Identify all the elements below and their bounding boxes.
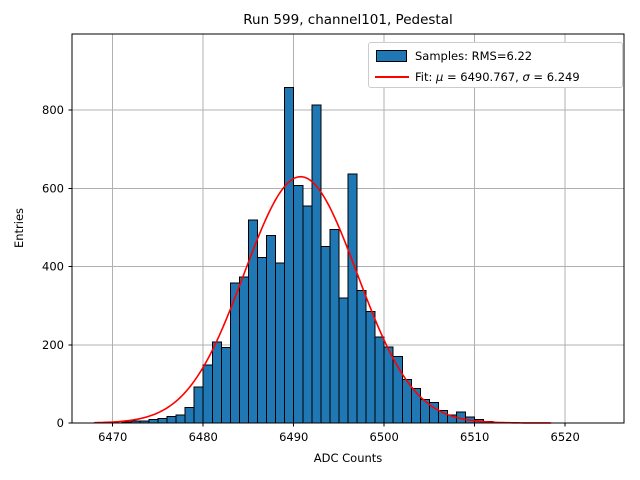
y-tick-label: 200: [42, 338, 64, 352]
legend-samples-swatch-icon: [376, 49, 407, 62]
y-tick-label: 800: [42, 103, 64, 117]
histogram-bar: [166, 416, 177, 424]
x-tick-label: 6480: [189, 430, 218, 444]
x-tick-label: 6500: [370, 430, 399, 444]
histogram-bar: [302, 205, 313, 424]
legend-samples-label: Samples: RMS=6.22: [415, 49, 533, 63]
legend-fit-line-icon: [375, 76, 409, 78]
histogram-bar: [157, 418, 168, 424]
histogram-bar: [329, 228, 340, 424]
histogram-bar: [383, 346, 394, 424]
plot-frame: [71, 33, 625, 424]
y-tick-label: 400: [42, 260, 64, 274]
legend-fit-sigma-symbol: σ: [522, 70, 530, 84]
histogram-bar: [293, 184, 304, 424]
histogram-bar: [338, 297, 349, 424]
legend: Samples: RMS=6.22 Fit: μ = 6490.767, σ =…: [368, 42, 623, 88]
histogram-bar: [220, 347, 231, 424]
histogram-bar: [410, 388, 421, 424]
legend-fit-mu-symbol: μ: [436, 70, 444, 84]
fit-curve: [93, 175, 552, 424]
histogram-bar: [347, 173, 358, 424]
histogram-bar: [374, 336, 385, 424]
x-tick-label: 6510: [460, 430, 489, 444]
legend-fit-prefix: Fit:: [415, 70, 437, 84]
histogram-bar: [356, 289, 367, 424]
histogram-bar: [184, 406, 195, 424]
x-tick-label: 6520: [551, 430, 580, 444]
histogram-bar: [193, 386, 204, 424]
histogram-bar: [275, 262, 286, 424]
x-axis-label: ADC Counts: [313, 451, 383, 465]
histogram-bar: [148, 418, 159, 424]
legend-fit-mu-value: = 6490.767,: [443, 70, 523, 84]
histogram-bar: [175, 414, 186, 424]
histogram-bar: [202, 364, 213, 424]
y-axis-label: Entries: [12, 207, 26, 249]
histogram-bar: [211, 341, 222, 424]
y-tick-label: 600: [42, 181, 64, 195]
y-tick-label: 0: [57, 416, 64, 430]
histogram-bar: [284, 87, 295, 424]
x-tick-label: 6490: [279, 430, 308, 444]
x-tick-label: 6470: [98, 430, 127, 444]
histogram-bar: [365, 311, 376, 424]
histogram-bar: [311, 104, 322, 424]
histogram-bar: [257, 257, 268, 424]
chart-title: Run 599, channel101, Pedestal: [243, 12, 453, 28]
legend-fit-sigma-value: = 6.249: [529, 70, 580, 84]
histogram-bar: [238, 276, 249, 424]
legend-fit-label: Fit: μ = 6490.767, σ = 6.249: [415, 68, 580, 86]
histogram-bar: [266, 234, 277, 424]
histogram-bar: [320, 245, 331, 424]
